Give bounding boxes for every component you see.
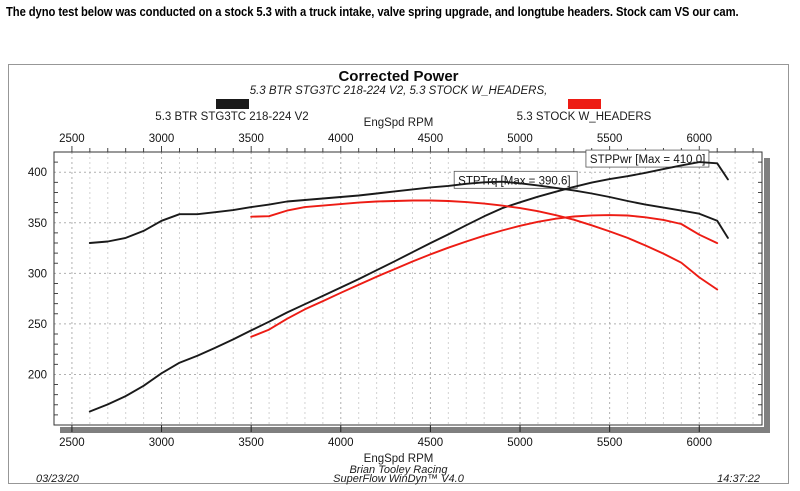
chart-title: Corrected Power xyxy=(338,68,459,85)
svg-text:6000: 6000 xyxy=(686,133,712,145)
curve-1 xyxy=(88,161,729,413)
svg-text:4500: 4500 xyxy=(418,133,444,145)
footer-date: 03/23/20 xyxy=(36,473,79,485)
axis-label-engspd-bottom: EngSpd RPM xyxy=(363,453,434,465)
plot-frame xyxy=(53,151,763,426)
legend-entry-stock-cam: 5.3 STOCK W_HEADERS xyxy=(499,99,669,123)
svg-text:5500: 5500 xyxy=(597,133,623,145)
dyno-report: Corrected Power 5.3 BTR STG3TC 218-224 V… xyxy=(8,64,789,485)
curve-0 xyxy=(88,180,729,244)
curve-2 xyxy=(250,199,719,291)
svg-text:3000: 3000 xyxy=(149,437,175,449)
footer-software: SuperFlow WinDyn™ V4.0 xyxy=(333,473,464,485)
svg-text:5000: 5000 xyxy=(507,437,533,449)
annotation-label: STPPwr [Max = 410.0] xyxy=(590,154,705,166)
svg-text:4000: 4000 xyxy=(328,133,354,145)
footer-time: 14:37:22 xyxy=(717,473,760,485)
svg-text:5000: 5000 xyxy=(507,133,533,145)
footer-org: Brian Tooley Racing xyxy=(349,464,448,476)
headline-note: The dyno test below was conducted on a s… xyxy=(6,4,739,19)
svg-text:350: 350 xyxy=(28,218,47,230)
chart-subtitle: 5.3 BTR STG3TC 218-224 V2, 5.3 STOCK W_H… xyxy=(249,85,548,97)
svg-text:5500: 5500 xyxy=(597,437,623,449)
svg-text:2500: 2500 xyxy=(59,133,85,145)
curves xyxy=(88,161,729,413)
legend-entry-btr-cam: 5.3 BTR STG3TC 218-224 V2 xyxy=(147,99,317,123)
svg-text:4500: 4500 xyxy=(418,437,444,449)
svg-text:300: 300 xyxy=(28,268,47,280)
plot-shadow xyxy=(60,158,770,433)
svg-text:3500: 3500 xyxy=(238,133,264,145)
annotations: STPPwr [Max = 410.0] STPTrq [Max = 390.6] xyxy=(453,149,710,189)
dyno-plot: STPPwr [Max = 410.0] STPTrq [Max = 390.6]… xyxy=(28,133,770,449)
axis-label-engspd-top: EngSpd RPM xyxy=(363,117,434,129)
svg-text:250: 250 xyxy=(28,319,47,331)
legend-label-btr-cam: 5.3 BTR STG3TC 218-224 V2 xyxy=(155,111,309,123)
legend-swatch-stock-cam xyxy=(567,99,601,109)
svg-text:400: 400 xyxy=(28,167,47,179)
legend-swatch-btr-cam xyxy=(215,99,249,109)
svg-text:3500: 3500 xyxy=(238,437,264,449)
svg-text:4000: 4000 xyxy=(328,437,354,449)
curve-3 xyxy=(250,214,719,338)
axis-ticks xyxy=(54,146,762,432)
legend-label-stock-cam: 5.3 STOCK W_HEADERS xyxy=(516,111,652,123)
svg-text:200: 200 xyxy=(28,369,47,381)
annotation-label: STPTrq [Max = 390.6] xyxy=(458,175,570,187)
gridlines xyxy=(54,152,762,425)
svg-text:2500: 2500 xyxy=(59,437,85,449)
svg-text:6000: 6000 xyxy=(686,437,712,449)
tick-labels: 2500 2500 3000 3000 3500 3500 4000 4000 4500 4500… xyxy=(28,133,712,449)
svg-text:3000: 3000 xyxy=(149,133,175,145)
